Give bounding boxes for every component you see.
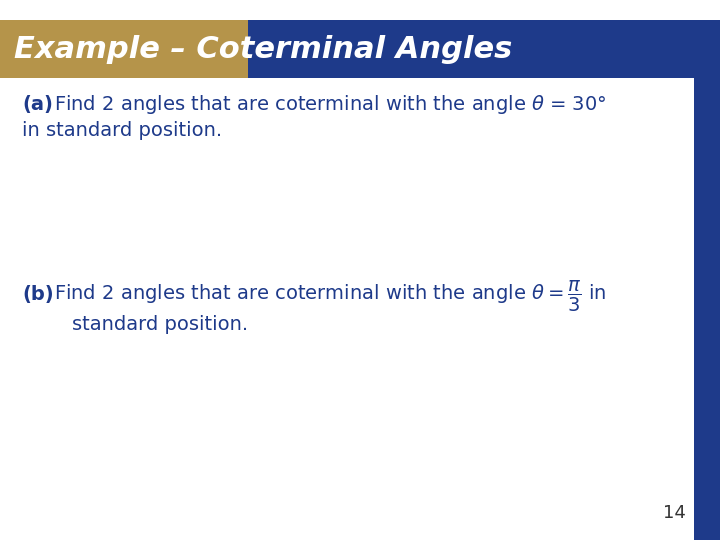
Text: Example – Coterminal Angles: Example – Coterminal Angles — [14, 35, 512, 64]
Text: (a): (a) — [22, 95, 53, 114]
Text: 14: 14 — [663, 504, 686, 522]
Bar — [248, 20, 720, 78]
Bar — [694, 78, 720, 540]
Text: Find 2 angles that are coterminal with the angle $\theta =\dfrac{\pi}{3}$ in: Find 2 angles that are coterminal with t… — [54, 279, 606, 314]
Text: in standard position.: in standard position. — [22, 121, 222, 140]
Text: (b): (b) — [22, 285, 53, 304]
Text: standard position.: standard position. — [72, 315, 248, 334]
Bar — [0, 20, 248, 78]
Text: Find 2 angles that are coterminal with the angle $\theta$ = 30$\degree$: Find 2 angles that are coterminal with t… — [54, 93, 607, 116]
